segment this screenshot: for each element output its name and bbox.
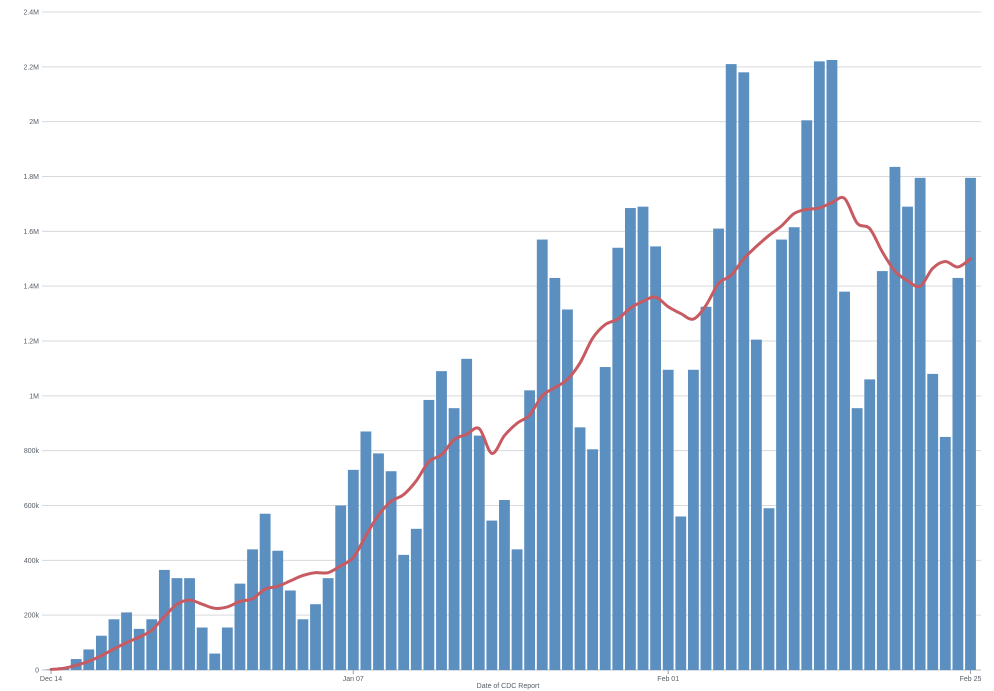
bar (234, 583, 246, 670)
bar (788, 227, 800, 671)
y-tick-label: 1.8M (23, 174, 39, 181)
bar (259, 513, 271, 670)
y-tick-label: 2.4M (23, 10, 39, 17)
bar (763, 508, 775, 670)
bar (133, 628, 145, 670)
y-tick-label: 800k (24, 448, 40, 455)
y-axis-ticks: 0 200k 400k 600k 800k 1M 1.2M 1.4M 1.6M 1.8M 2M 2.2… (23, 10, 39, 675)
bar (927, 373, 939, 670)
bar (700, 306, 712, 670)
bar (108, 619, 120, 670)
bar (448, 408, 460, 670)
bar (461, 358, 473, 670)
x-axis-label: Date of CDC Report (477, 683, 540, 690)
bar (95, 635, 107, 670)
y-tick-label: 2.2M (23, 64, 39, 71)
bar (158, 569, 170, 670)
bar (851, 408, 863, 670)
bar (637, 206, 649, 671)
y-tick-label: 1.2M (23, 339, 39, 346)
bar (662, 369, 674, 670)
y-tick-label: 400k (24, 558, 40, 565)
bar (750, 339, 762, 670)
bar (196, 627, 208, 670)
bar (297, 619, 309, 670)
bar (839, 291, 850, 670)
bar (410, 528, 422, 670)
bar (385, 471, 397, 670)
bar (171, 578, 183, 670)
bar-series (45, 59, 976, 671)
bar (549, 277, 561, 670)
bar (486, 520, 498, 670)
bar (322, 578, 334, 670)
x-tick-label: Jan 07 (343, 676, 364, 683)
bar (599, 367, 611, 670)
bar (221, 627, 233, 670)
x-tick-label: Dec 14 (40, 676, 62, 683)
bar (889, 166, 901, 670)
bar (965, 177, 976, 670)
bar (624, 208, 636, 670)
bar (939, 436, 951, 670)
bar (876, 271, 888, 670)
x-tick-label: Feb 25 (960, 676, 982, 683)
bar (146, 619, 158, 670)
y-tick-label: 1.4M (23, 284, 39, 291)
bar (209, 653, 221, 670)
bar (587, 449, 599, 670)
bar (650, 246, 662, 670)
bar (398, 554, 410, 670)
bar (423, 399, 435, 670)
bar (801, 120, 813, 670)
bar (725, 64, 737, 670)
bar (738, 72, 750, 671)
bar (914, 177, 926, 670)
y-tick-label: 200k (24, 613, 40, 620)
bar (562, 309, 573, 670)
bar (536, 239, 548, 670)
bar (511, 549, 523, 670)
bar (813, 61, 825, 671)
y-tick-label: 0 (35, 668, 39, 675)
bar (272, 550, 284, 670)
bar (499, 500, 510, 670)
bar (675, 516, 687, 670)
y-tick-label: 1M (29, 393, 39, 400)
bar (612, 247, 624, 671)
bar (826, 59, 838, 670)
bar (524, 390, 536, 670)
bar (776, 239, 787, 670)
bar (347, 469, 359, 670)
bar (310, 604, 321, 670)
bar (864, 379, 876, 670)
y-tick-label: 2M (29, 119, 39, 126)
x-axis-ticks: Dec 14 Jan 07 Feb 01 Feb 25 (40, 670, 982, 683)
bar (247, 549, 258, 670)
y-tick-label: 600k (24, 503, 40, 510)
bar (360, 431, 372, 670)
bar (284, 590, 296, 670)
bar (713, 228, 724, 670)
y-tick-label: 1.6M (23, 229, 39, 236)
bar (902, 206, 913, 671)
bar (373, 453, 384, 670)
bar (574, 427, 586, 670)
bar (335, 505, 347, 670)
bar (436, 371, 447, 670)
bar (687, 369, 699, 670)
bar (952, 277, 964, 670)
bar (473, 435, 485, 670)
average-line (49, 195, 972, 671)
bar (184, 578, 195, 670)
x-tick-label: Feb 01 (657, 676, 679, 683)
